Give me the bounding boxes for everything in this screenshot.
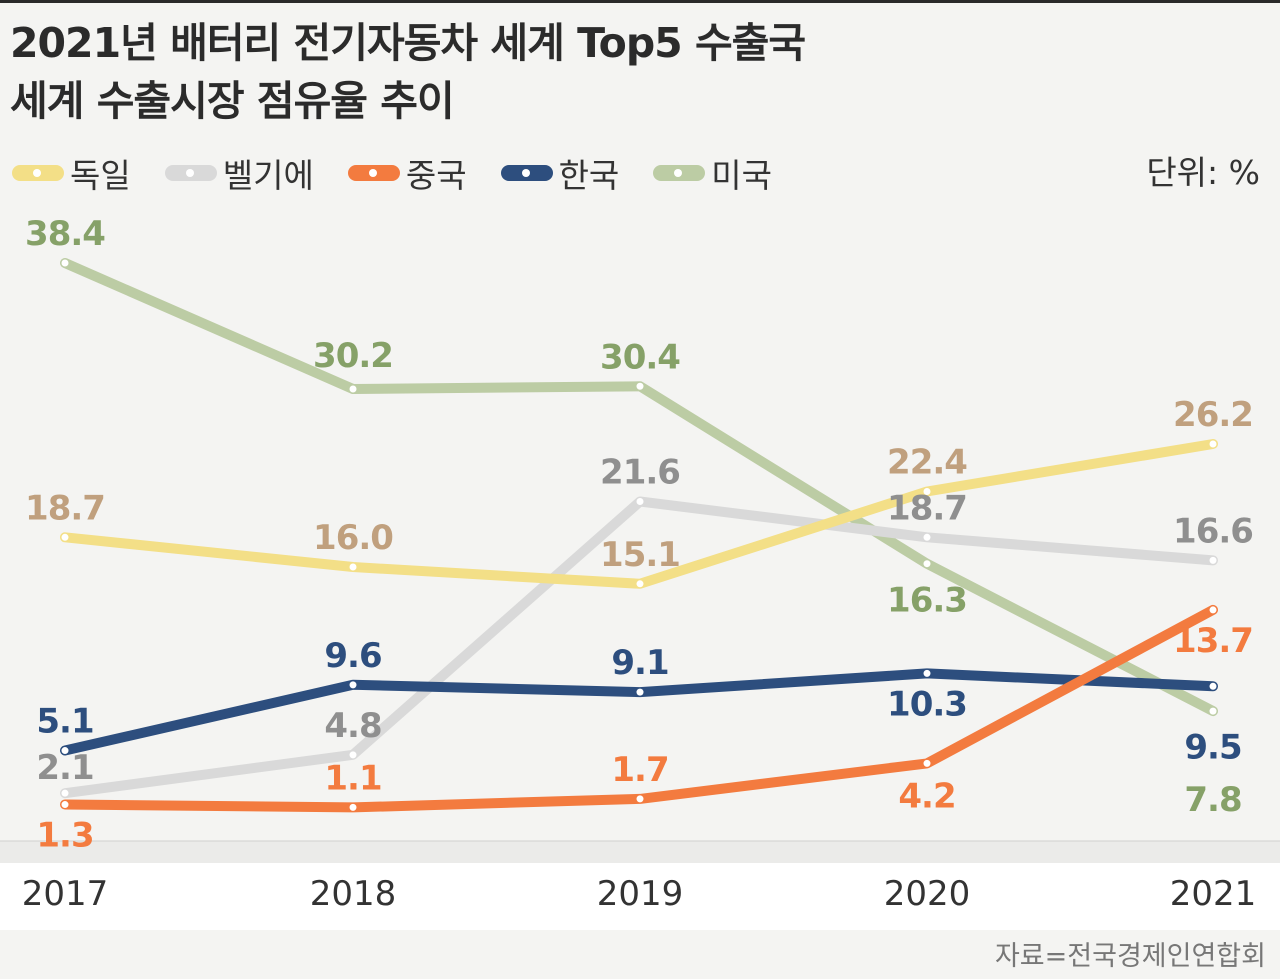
series-line-korea <box>60 668 1218 756</box>
data-point-korea <box>61 747 69 755</box>
data-label-usa: 38.4 <box>25 214 105 254</box>
data-label-usa: 30.4 <box>600 337 680 377</box>
legend-swatch-china <box>347 165 400 181</box>
unit-label: 단위: % <box>1146 153 1260 192</box>
legend-item-china: 중국 <box>347 149 467 197</box>
data-label-germany: 16.0 <box>313 518 393 558</box>
data-point-germany <box>1209 440 1217 448</box>
legend-swatch-usa <box>653 165 706 181</box>
data-point-belgium <box>636 498 644 505</box>
data-point-belgium <box>1209 556 1217 564</box>
legend-label-germany: 독일 <box>70 156 131 195</box>
legend-item-usa: 미국 <box>653 149 772 197</box>
data-label-germany: 22.4 <box>887 443 967 483</box>
data-label-belgium: 2.1 <box>36 748 93 788</box>
legend-item-korea: 한국 <box>500 149 620 197</box>
chart-title-line-2: 세계 수출시장 점유율 추이 <box>10 77 455 125</box>
data-label-korea: 10.3 <box>887 684 967 724</box>
data-point-usa <box>61 259 69 267</box>
data-point-belgium <box>349 751 357 759</box>
legend-label-china: 중국 <box>405 156 467 195</box>
data-label-usa: 30.2 <box>313 336 393 376</box>
x-axis-shadow <box>0 841 1280 863</box>
data-point-china <box>1209 606 1217 614</box>
data-point-usa <box>923 560 931 568</box>
x-tick-label: 2018 <box>310 874 397 914</box>
data-point-usa <box>1209 707 1217 715</box>
data-label-korea: 9.6 <box>324 636 381 676</box>
data-point-germany <box>923 488 931 495</box>
data-label-china: 1.7 <box>611 750 668 790</box>
data-label-germany: 26.2 <box>1173 395 1253 435</box>
legend-label-belgium: 벨기에 <box>222 156 314 195</box>
x-tick-label: 2020 <box>884 874 971 914</box>
data-label-belgium: 16.6 <box>1173 511 1253 551</box>
data-point-usa <box>636 382 644 390</box>
top-rule <box>0 0 1280 3</box>
data-point-germany <box>61 533 69 541</box>
legend-label-usa: 미국 <box>711 156 773 195</box>
data-label-belgium: 4.8 <box>324 706 381 746</box>
legend-swatch-korea <box>500 165 553 181</box>
data-point-china <box>349 803 357 811</box>
legend-swatch-germany <box>12 165 64 181</box>
legend-item-germany: 독일 <box>12 149 131 197</box>
source-label: 자료=전국경제인연합회 <box>994 941 1266 972</box>
data-label-china: 13.7 <box>1173 621 1253 661</box>
chart-title: 2021년 배터리 전기자동차 세계 Top5 수출국 세계 수출시장 점유율 … <box>10 14 806 130</box>
data-label-korea: 9.5 <box>1184 727 1241 767</box>
data-point-korea <box>923 669 931 677</box>
data-label-belgium: 18.7 <box>887 488 967 528</box>
line-chart: 2017 2018 2019 2020 2021 18.7 16.0 15.1 22.4 26.2… <box>0 214 1280 930</box>
x-tick-label: 2017 <box>22 874 109 914</box>
data-point-germany <box>636 580 644 588</box>
data-label-germany: 18.7 <box>25 488 105 528</box>
data-point-usa <box>349 385 357 393</box>
legend: 독일 벨기에 중국 한국 미국 <box>12 150 806 196</box>
data-label-china: 1.1 <box>324 758 381 798</box>
data-point-belgium <box>61 789 69 797</box>
data-point-germany <box>349 563 357 571</box>
data-label-korea: 9.1 <box>611 643 668 683</box>
data-label-belgium: 21.6 <box>600 453 680 493</box>
data-point-china <box>61 801 69 809</box>
data-label-china: 1.3 <box>36 816 93 856</box>
legend-label-korea: 한국 <box>558 156 620 195</box>
data-point-belgium <box>923 533 931 541</box>
data-label-germany: 15.1 <box>600 535 680 575</box>
data-point-korea <box>349 681 357 689</box>
legend-swatch-belgium <box>164 165 217 181</box>
data-point-korea <box>636 688 644 696</box>
data-label-usa: 16.3 <box>887 581 967 621</box>
data-point-korea <box>1209 682 1217 690</box>
legend-item-belgium: 벨기에 <box>164 149 314 197</box>
x-tick-label: 2021 <box>1170 874 1257 914</box>
data-label-china: 4.2 <box>898 776 955 816</box>
x-tick-label: 2019 <box>597 874 684 914</box>
data-point-china <box>636 795 644 803</box>
chart-title-line-1: 2021년 배터리 전기자동차 세계 Top5 수출국 <box>10 19 806 67</box>
data-label-korea: 5.1 <box>36 702 93 742</box>
data-point-china <box>923 759 931 767</box>
data-label-usa: 7.8 <box>1184 780 1241 820</box>
